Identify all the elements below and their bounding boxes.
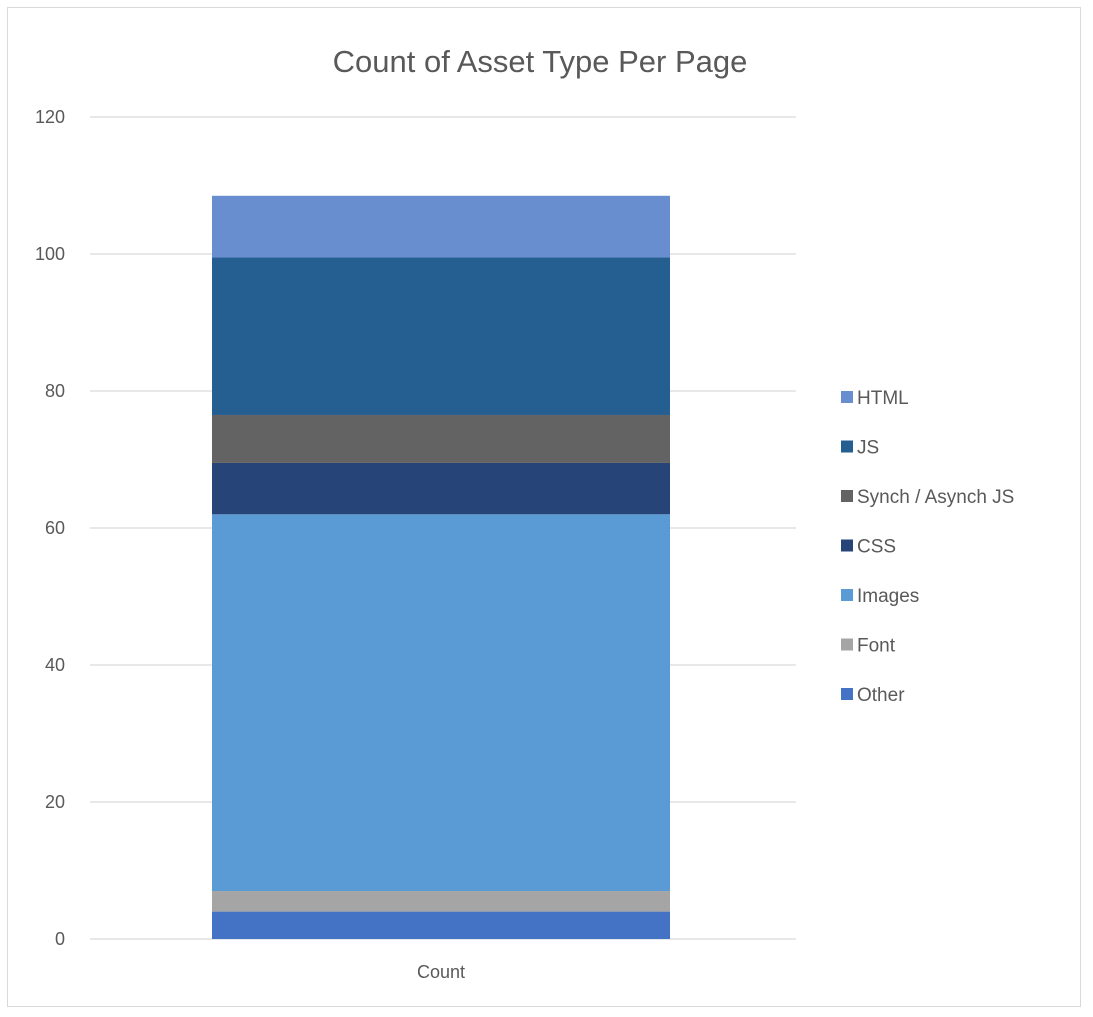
legend-label: Synch / Asynch JS (857, 487, 1014, 508)
y-axis-ticks: 0 20 40 60 80 100 120 (35, 107, 65, 949)
x-tick-label: Count (417, 962, 465, 982)
legend: HTML JS Synch / Asynch JS CSS Images Font Othe… (841, 388, 1014, 706)
legend-label: Font (857, 636, 896, 657)
y-tick-label: 120 (35, 107, 65, 127)
y-tick-label: 60 (45, 518, 65, 538)
legend-label: HTML (857, 388, 909, 409)
bar-stack (212, 195, 670, 939)
y-tick-label: 100 (35, 244, 65, 264)
bar-segment-js (212, 257, 670, 415)
y-tick-label: 20 (45, 792, 65, 812)
legend-swatch (841, 490, 853, 502)
legend-label: CSS (857, 537, 896, 558)
legend-label: Images (857, 586, 919, 607)
legend-swatch (841, 688, 853, 700)
y-tick-label: 0 (55, 929, 65, 949)
legend-label: Other (857, 685, 905, 706)
legend-swatch (841, 391, 853, 403)
legend-label: JS (857, 438, 879, 459)
y-tick-label: 80 (45, 381, 65, 401)
chart-title: Count of Asset Type Per Page (333, 44, 748, 79)
legend-swatch (841, 638, 853, 651)
legend-swatch (841, 589, 853, 601)
y-tick-label: 40 (45, 655, 65, 675)
x-axis-ticks: Count (417, 962, 465, 982)
bar-segment-other (212, 911, 670, 939)
bar-segment-synch-asynch-js (212, 414, 670, 463)
legend-swatch (841, 539, 853, 552)
bar-segment-css (212, 462, 670, 515)
bar-segment-html (212, 195, 670, 258)
bar-segment-images (212, 514, 670, 892)
bar-segment-font (212, 891, 670, 912)
legend-swatch (841, 440, 853, 453)
